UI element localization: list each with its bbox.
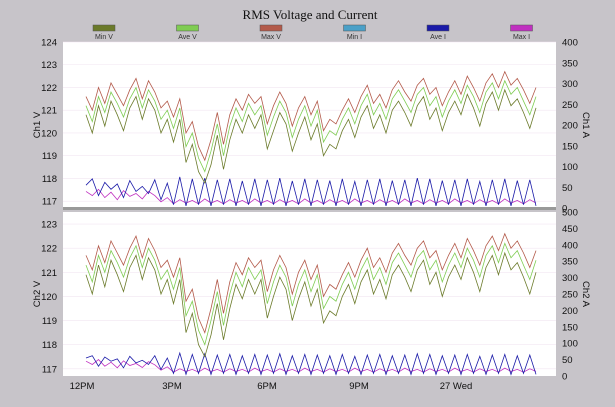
y-tick-right: 300 xyxy=(562,79,578,90)
panel-ch2: 117 118 119 120 121 122 123 0 50 100 150 200 250 300 3… xyxy=(32,208,591,383)
series-line-max-v xyxy=(85,70,537,162)
series-line-min-v xyxy=(85,88,537,184)
x-tick: 3PM xyxy=(162,381,182,392)
y-tick-right: 150 xyxy=(562,141,578,152)
y-tick-right: 100 xyxy=(562,162,578,173)
y-axis-label-left: Ch2 V xyxy=(32,280,43,307)
series-line-ave-v xyxy=(85,242,537,346)
x-tick: 9PM xyxy=(349,381,369,392)
y-tick-right: 200 xyxy=(562,306,578,317)
y-tick-left: 117 xyxy=(42,197,57,208)
y-tick-right: 0 xyxy=(562,372,567,383)
y-tick-left: 120 xyxy=(41,292,57,303)
legend-swatch xyxy=(426,24,450,32)
x-tick: 27 Wed xyxy=(440,381,473,392)
series-line-ave-i xyxy=(85,176,537,206)
y-tick-left: 122 xyxy=(41,244,57,255)
y-axis-label-right: Ch1 A xyxy=(580,112,591,139)
x-axis: 12PM 3PM 6PM 9PM 27 Wed xyxy=(70,381,473,392)
y-tick-right: 300 xyxy=(562,273,578,284)
y-tick-left: 124 xyxy=(41,38,57,49)
y-tick-right: 150 xyxy=(562,322,578,333)
legend-swatch xyxy=(510,24,533,32)
y-tick-left: 122 xyxy=(41,83,57,94)
series-line-ave-v xyxy=(85,79,537,173)
y-tick-right: 350 xyxy=(562,58,578,69)
panel-ch1: 117 118 119 120 121 122 123 124 0 50 100 150 200 250 3… xyxy=(32,38,591,215)
y-tick-left: 118 xyxy=(42,340,57,351)
legend-swatch xyxy=(92,24,116,32)
panel-divider xyxy=(63,207,556,210)
plot-area xyxy=(63,42,556,208)
legend-label: Min I xyxy=(347,34,362,41)
y-tick-left: 123 xyxy=(41,220,57,231)
chart-title: RMS Voltage and Current xyxy=(243,7,378,22)
y-tick-right: 100 xyxy=(562,339,578,350)
y-tick-right: 400 xyxy=(562,38,578,49)
y-tick-right: 0 xyxy=(562,204,567,215)
y-axis-label-right: Ch2 A xyxy=(580,281,591,308)
y-tick-right: 450 xyxy=(562,224,578,235)
y-axis-label-left: Ch1 V xyxy=(32,111,43,138)
legend-label: Min V xyxy=(95,34,113,41)
y-tick-right: 250 xyxy=(562,290,578,301)
series-line-ave-i xyxy=(85,351,537,376)
y-tick-right: 400 xyxy=(562,240,578,251)
legend: Min V Ave V Max V Min I Ave I Max I xyxy=(92,24,533,41)
plot-area xyxy=(63,212,556,376)
legend-swatch xyxy=(343,24,366,32)
legend-swatch xyxy=(176,24,199,32)
series-line-max-i xyxy=(85,188,537,205)
y-tick-right: 50 xyxy=(562,355,573,366)
y-tick-left: 120 xyxy=(41,128,57,139)
y-tick-left: 119 xyxy=(42,316,57,327)
y-tick-right: 350 xyxy=(562,257,578,268)
legend-label: Max V xyxy=(261,34,281,41)
y-tick-left: 118 xyxy=(42,174,57,185)
y-tick-left: 123 xyxy=(41,60,57,71)
y-tick-left: 117 xyxy=(42,364,57,375)
x-tick: 6PM xyxy=(257,381,277,392)
y-tick-left: 119 xyxy=(42,151,57,162)
legend-label: Ave V xyxy=(178,34,197,41)
y-tick-right: 200 xyxy=(562,121,578,132)
x-tick: 12PM xyxy=(70,381,95,392)
y-tick-left: 121 xyxy=(41,106,57,117)
y-tick-right: 50 xyxy=(562,183,573,194)
series-line-max-v xyxy=(85,232,537,334)
y-tick-right: 250 xyxy=(562,100,578,111)
legend-swatch xyxy=(259,24,283,32)
panels: 117 118 119 120 121 122 123 124 0 50 100 150 200 250 3… xyxy=(32,38,591,383)
legend-label: Ave I xyxy=(430,34,446,41)
series-line-min-v xyxy=(85,251,537,358)
y-tick-right: 500 xyxy=(562,208,578,219)
y-tick-left: 121 xyxy=(41,268,57,279)
legend-label: Max I xyxy=(513,34,530,41)
